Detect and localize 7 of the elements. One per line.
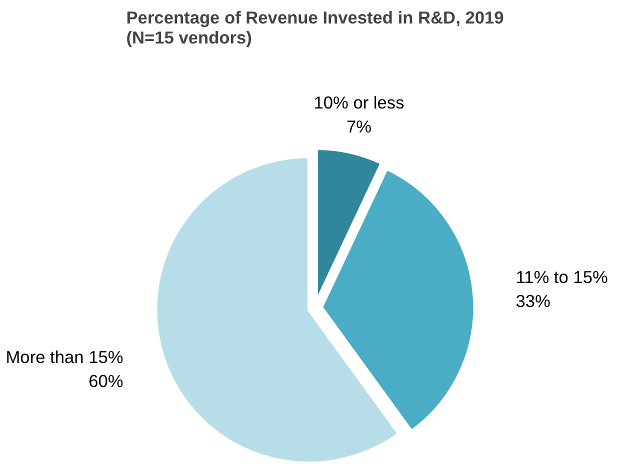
slice-label: 10% or less <box>314 92 405 112</box>
slice-label: 11% to 15% <box>516 267 608 288</box>
data-label: 7% <box>346 116 372 136</box>
chart-title: Percentage of Revenue Invested in R&D, 2019 (N=15 vendors) <box>126 8 504 48</box>
data-label: 60% <box>88 371 124 392</box>
data-label: 33% <box>516 291 550 312</box>
slice-label: More than 15% <box>6 347 124 368</box>
